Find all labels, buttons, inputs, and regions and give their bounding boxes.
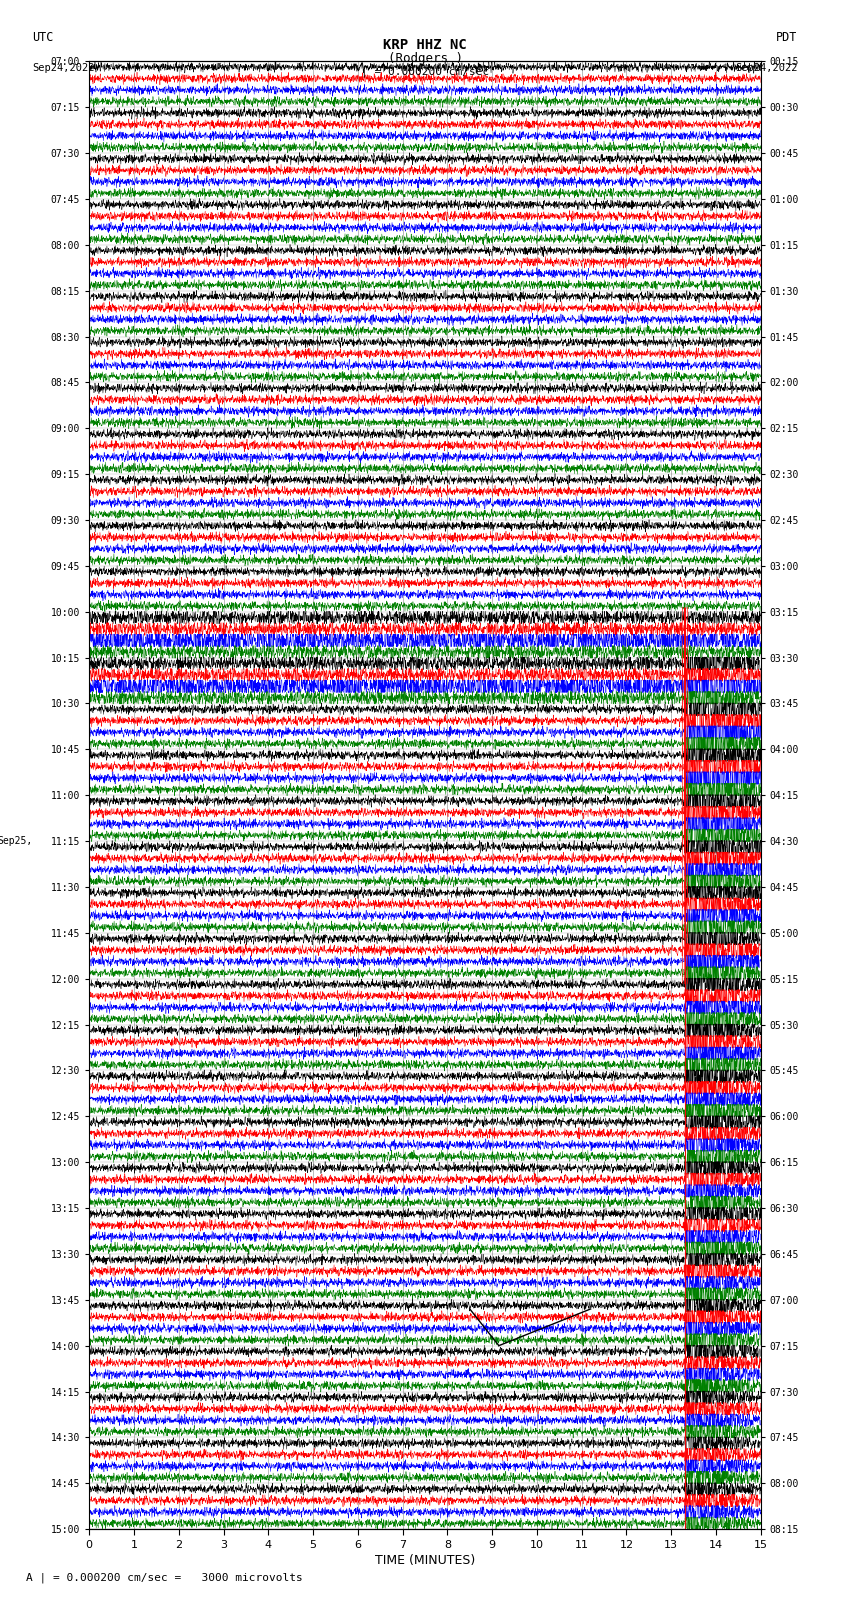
Text: PDT: PDT [776,31,797,44]
Text: Sep25,: Sep25, [0,836,32,847]
Text: Sep24,2022: Sep24,2022 [32,63,94,73]
X-axis label: TIME (MINUTES): TIME (MINUTES) [375,1553,475,1566]
Text: (Rodgers ): (Rodgers ) [388,52,462,65]
Text: UTC: UTC [32,31,54,44]
Text: A | = 0.000200 cm/sec =   3000 microvolts: A | = 0.000200 cm/sec = 3000 microvolts [26,1573,303,1582]
Text: Sep24,2022: Sep24,2022 [735,63,797,73]
Text: | = 0.000200 cm/sec: | = 0.000200 cm/sec [361,66,489,77]
Text: KRP HHZ NC: KRP HHZ NC [383,37,467,52]
